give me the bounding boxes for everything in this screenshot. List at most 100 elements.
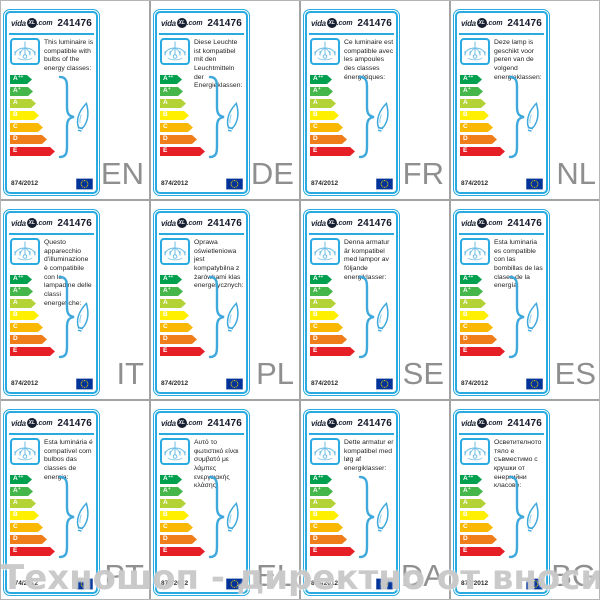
energy-class-bar-D: D <box>460 535 497 544</box>
energy-class-label: D <box>313 535 318 543</box>
energy-class-bar-A++: A++ <box>310 75 332 84</box>
energy-label-card-inner: vida XL .com 241476 <box>455 211 548 394</box>
product-number: 241476 <box>207 417 242 429</box>
card-header: vida XL .com 241476 <box>11 415 92 431</box>
vidaxl-logo: vida XL .com <box>11 218 53 228</box>
brand-xl-disc-icon: XL <box>476 418 487 428</box>
energy-class-bar-D: D <box>10 135 47 144</box>
info-row: Diese Leuchte ist kompatibel mit den Leu… <box>160 38 244 89</box>
brand-xl-disc-icon: XL <box>26 418 37 428</box>
energy-class-label: A+ <box>13 286 21 295</box>
energy-class-bar-A+: A+ <box>160 487 183 496</box>
energy-class-bar-D: D <box>160 335 197 344</box>
info-row: Deze lamp is geschikt voor peren van de … <box>460 38 544 81</box>
energy-class-label: B <box>163 511 168 519</box>
energy-class-bar-C: C <box>460 523 493 532</box>
bulb-and-brace-illustration <box>58 275 89 359</box>
eu-flag-icon <box>526 177 543 190</box>
regulation-number: 874/2012 <box>461 180 489 187</box>
language-code: EL <box>256 558 294 593</box>
brand-suffix: .com <box>336 219 353 227</box>
header-divider <box>459 433 544 435</box>
brand-suffix: .com <box>36 19 53 27</box>
eu-flag-icon <box>376 377 393 390</box>
chandelier-icon <box>10 38 40 65</box>
energy-class-label-sup: ++ <box>468 274 474 280</box>
label-cell: vida XL .com 241476 <box>1 401 151 599</box>
product-number: 241476 <box>357 17 392 29</box>
regulation-number: 874/2012 <box>311 580 339 587</box>
info-row: Ce luminaire est compatible avec les amp… <box>310 38 394 81</box>
energy-class-label: A+ <box>163 486 171 495</box>
card-footer: 874/2012 <box>11 177 93 190</box>
energy-class-bar-B: B <box>160 311 189 320</box>
energy-class-bar-E: E <box>10 147 55 156</box>
energy-class-label: A+ <box>13 486 21 495</box>
energy-class-bar-A: A <box>310 99 336 108</box>
energy-class-bar-B: B <box>10 511 39 520</box>
brand-xl-disc-icon: XL <box>326 18 337 28</box>
card-footer: 874/2012 <box>461 177 543 190</box>
product-number: 241476 <box>357 217 392 229</box>
energy-class-label: C <box>13 123 18 131</box>
label-cell: vida XL .com 241476 <box>151 1 301 201</box>
info-row: Questo apparecchio d'illuminazione è com… <box>10 238 94 307</box>
energy-class-label: D <box>463 535 468 543</box>
brand-suffix: .com <box>36 219 53 227</box>
card-header: vida XL .com 241476 <box>311 415 392 431</box>
energy-label-card: vida XL .com 241476 <box>153 209 250 396</box>
card-header: vida XL .com 241476 <box>161 15 242 31</box>
label-cell: vida XL .com 241476 <box>451 1 599 201</box>
energy-class-label: D <box>463 135 468 143</box>
energy-class-label: A++ <box>163 274 174 283</box>
energy-class-bar-C: C <box>160 323 193 332</box>
header-divider <box>9 233 94 235</box>
energy-class-label: E <box>463 347 468 355</box>
regulation-number: 874/2012 <box>161 180 189 187</box>
info-row: Осветителното тяло е съвместимо с крушки… <box>460 438 544 489</box>
energy-class-bar-A++: A++ <box>10 75 32 84</box>
energy-class-label: B <box>313 511 318 519</box>
energy-class-bar-B: B <box>310 311 339 320</box>
energy-class-label: A++ <box>463 74 474 83</box>
energy-class-list: A++ A+ A B C D E <box>310 275 400 356</box>
energy-class-label-sup: ++ <box>18 74 24 80</box>
energy-class-label: A++ <box>463 474 474 483</box>
product-number: 241476 <box>57 217 92 229</box>
card-header: vida XL .com 241476 <box>11 215 92 231</box>
energy-class-label: E <box>463 147 468 155</box>
bulb-and-brace-illustration <box>508 475 539 559</box>
header-divider <box>159 233 244 235</box>
label-cell: vida XL .com 241476 <box>451 201 599 401</box>
energy-class-scale: A++ A+ A B C D E <box>310 275 400 361</box>
card-footer: 874/2012 <box>161 377 243 390</box>
vidaxl-logo: vida XL .com <box>161 18 203 28</box>
label-cell: vida XL .com 241476 <box>451 401 599 599</box>
energy-class-scale: A++ A+ A B C D E <box>160 475 250 561</box>
energy-class-label: A <box>463 99 468 107</box>
compatibility-text: Deze lamp is geschikt voor peren van de … <box>494 39 542 81</box>
energy-class-label: A <box>463 299 468 307</box>
energy-class-label: D <box>163 135 168 143</box>
product-number: 241476 <box>57 417 92 429</box>
energy-class-bar-A+: A+ <box>10 87 33 96</box>
regulation-number: 874/2012 <box>461 580 489 587</box>
regulation-number: 874/2012 <box>11 180 39 187</box>
brand-prefix: vida <box>11 218 26 228</box>
compatibility-text: Diese Leuchte ist kompatibel mit den Leu… <box>194 39 243 90</box>
energy-class-list: A++ A+ A B C D E <box>160 75 250 156</box>
info-row: Αυτό το φωτιστικό είναι συμβατό με λάμπε… <box>160 438 244 489</box>
brand-xl-disc-icon: XL <box>26 18 37 28</box>
energy-class-label: C <box>163 523 168 531</box>
energy-class-label: C <box>463 523 468 531</box>
bulb-and-brace-illustration <box>58 475 89 559</box>
eu-flag-icon <box>76 577 93 590</box>
energy-class-bar-A+: A+ <box>460 87 483 96</box>
brand-suffix: .com <box>186 19 203 27</box>
energy-class-bar-C: C <box>310 123 343 132</box>
eu-flag-icon <box>526 377 543 390</box>
energy-class-label: B <box>163 311 168 319</box>
card-footer: 874/2012 <box>461 377 543 390</box>
energy-class-label: A <box>313 499 318 507</box>
energy-class-label: A++ <box>163 474 174 483</box>
